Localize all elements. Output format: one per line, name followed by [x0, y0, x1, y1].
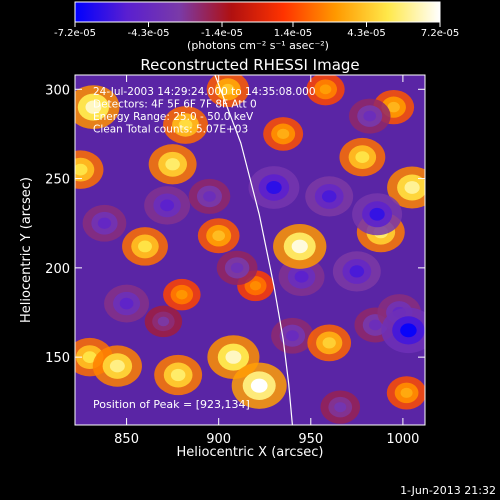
y-axis-ticks: 150 200 250 300 — [45, 83, 425, 366]
y-tick-label: 200 — [45, 262, 70, 277]
heatmap-blob-core — [157, 316, 170, 327]
y-tick-label: 300 — [45, 83, 70, 98]
heatmap-blob-core — [285, 330, 299, 342]
heatmap-blob-core — [178, 119, 193, 131]
heatmap-blob-core — [334, 402, 347, 413]
heatmap-blob-core — [212, 230, 226, 242]
annotation-line: Clean Total counts: 5.07E+03 — [93, 124, 248, 136]
heatmap-blob-core — [400, 387, 413, 398]
heatmap-blob-core — [266, 180, 282, 195]
x-axis-label: Heliocentric X (arcsec) — [177, 445, 324, 460]
footer-date: 1-Jun-2013 21:32 — [400, 484, 496, 497]
annotation-line: Detectors: 4F 5F 6F 7F 8F Att 0 — [93, 99, 257, 111]
heatmap-blob-core — [221, 83, 235, 95]
annotation-line: Energy Range: 25.0 - 50.0 keV — [93, 111, 254, 123]
peak-position-label: Position of Peak = [923,134] — [93, 398, 250, 411]
y-axis-label: Heliocentric Y (arcsec) — [19, 177, 34, 323]
plot-frame — [74, 74, 426, 426]
heatmap-blob-core — [319, 84, 332, 95]
annotations: 24-Jul-2003 14:29:24.000 to 14:35:08.000… — [93, 86, 316, 136]
heatmap-blob-core — [294, 270, 309, 283]
heatmap-blob-core — [355, 151, 370, 164]
heatmap-blob-core — [119, 297, 134, 310]
heatmap-blob-core — [277, 128, 290, 140]
heatmap-blob-core — [160, 199, 175, 212]
colorbar-gradient — [74, 1, 441, 23]
x-tick-label: 850 — [114, 432, 139, 447]
heatmap-blob-core — [291, 239, 308, 254]
heatmap-blob-core — [138, 240, 152, 253]
colorbar-tick-label: 1.4e-05 — [274, 28, 312, 39]
heatmap-blob-core — [176, 289, 188, 300]
heatmap-blob-core — [322, 337, 336, 349]
heatmap-blob-core — [230, 262, 244, 274]
colorbar-tick-label: 4.3e-05 — [347, 28, 385, 39]
heatmap-blob-core — [225, 350, 242, 364]
heatmap-blob-core — [75, 163, 88, 176]
heatmap-blob-core — [363, 110, 377, 122]
heatmap-blob-core — [249, 281, 262, 291]
chart-title: Reconstructed RHESSI Image — [140, 56, 359, 74]
heatmap-blob-core — [400, 323, 417, 338]
x-tick-label: 900 — [206, 432, 231, 447]
heatmap-blob-core — [387, 101, 400, 113]
heatmap-blob-core — [170, 368, 186, 382]
colorbar-tick-label: -1.4e-05 — [201, 28, 243, 39]
annotation-line: 24-Jul-2003 14:29:24.000 to 14:35:08.000 — [93, 86, 316, 98]
heatmap-blob-core — [250, 378, 268, 393]
x-axis-ticks: 850 900 950 1000 — [114, 75, 419, 447]
heatmap-blob-core — [368, 319, 382, 331]
heatmap-blob-core — [165, 158, 180, 171]
heatmap-blob-core — [369, 207, 385, 221]
heatmap-blob-core — [82, 351, 97, 364]
heatmap-blob-core — [109, 359, 125, 373]
solar-limb-line — [214, 75, 293, 425]
heatmap-blobs — [75, 75, 425, 424]
y-tick-label: 150 — [45, 351, 70, 366]
heatmap-blob-core — [349, 265, 365, 278]
plot-area — [75, 75, 425, 425]
colorbar: -7.2e-05 -4.3e-05 -1.4e-05 1.4e-05 4.3e-05 7.… — [54, 1, 459, 52]
y-tick-label: 250 — [45, 173, 70, 188]
colorbar-tick-label: 7.2e-05 — [421, 28, 459, 39]
heatmap-blob-core — [404, 181, 420, 194]
colorbar-ticks: -7.2e-05 -4.3e-05 -1.4e-05 1.4e-05 4.3e-05 7.… — [54, 22, 459, 39]
colorbar-tick-label: -7.2e-05 — [54, 28, 96, 39]
heatmap-blob-core — [203, 191, 216, 202]
colorbar-unit-label: (photons cm⁻² s⁻¹ asec⁻²) — [187, 39, 329, 52]
x-tick-label: 950 — [298, 432, 323, 447]
heatmap-blob-core — [321, 190, 337, 203]
heatmap-blob-core — [97, 217, 112, 229]
heatmap-blob-core — [85, 100, 102, 114]
colorbar-tick-label: -4.3e-05 — [128, 28, 170, 39]
x-tick-label: 1000 — [386, 432, 419, 447]
